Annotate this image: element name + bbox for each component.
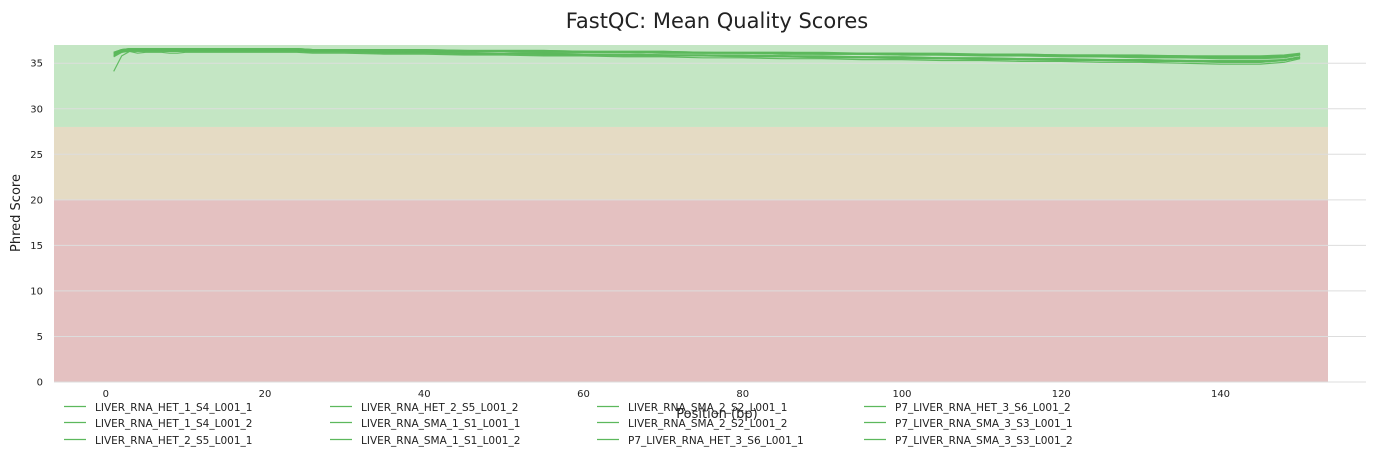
legend-item[interactable]: P7_LIVER_RNA_SMA_3_S3_L001_2 [864,435,1073,447]
quality-band-1 [54,126,1328,200]
legend-label: LIVER_RNA_SMA_1_S1_L001_2 [361,435,520,447]
y-tick-label: 20 [30,195,43,206]
legend-label: LIVER_RNA_SMA_2_S2_L001_2 [628,418,787,430]
legend-item[interactable]: LIVER_RNA_HET_2_S5_L001_1 [64,435,252,447]
legend-label: LIVER_RNA_SMA_1_S1_L001_1 [361,418,520,430]
legend-label: P7_LIVER_RNA_SMA_3_S3_L001_1 [895,418,1073,430]
x-tick-label: 100 [892,389,911,400]
y-axis-ticks: 0 5 10 15 20 25 30 35 [30,59,43,389]
chart-title: FastQC: Mean Quality Scores [566,9,869,33]
legend-item[interactable]: LIVER_RNA_SMA_1_S1_L001_1 [330,418,520,430]
legend-item[interactable]: LIVER_RNA_HET_1_S4_L001_2 [64,418,252,430]
legend-item[interactable]: LIVER_RNA_SMA_2_S2_L001_1 [597,402,787,414]
quality-bands [54,45,1328,382]
legend-label: LIVER_RNA_HET_2_S5_L001_2 [361,402,518,414]
series-line [113,48,1301,58]
y-tick-label: 15 [30,241,43,252]
series-line [113,49,1301,62]
legend-item[interactable]: LIVER_RNA_HET_1_S4_L001_1 [64,402,252,414]
legend-item[interactable]: LIVER_RNA_SMA_2_S2_L001_2 [597,418,787,430]
series-lines [113,48,1301,72]
grid-lines [54,62,1366,383]
x-tick-label: 40 [418,389,431,400]
x-tick-label: 140 [1211,389,1230,400]
x-axis-label: Position (bp) [676,407,757,422]
y-tick-label: 25 [30,150,43,161]
y-tick-label: 0 [37,378,43,389]
y-tick-label: 10 [30,286,43,297]
legend-item[interactable]: P7_LIVER_RNA_HET_3_S6_L001_2 [864,402,1071,414]
quality-band-2 [54,45,1328,127]
x-tick-label: 120 [1052,389,1071,400]
series-line [113,50,1301,63]
legend-item[interactable]: P7_LIVER_RNA_HET_3_S6_L001_1 [597,435,804,447]
series-line [113,50,1301,72]
x-tick-label: 60 [577,389,590,400]
y-tick-label: 35 [30,59,43,70]
x-tick-label: 20 [259,389,272,400]
legend-item[interactable]: P7_LIVER_RNA_SMA_3_S3_L001_1 [864,418,1073,430]
legend-label: P7_LIVER_RNA_SMA_3_S3_L001_2 [895,435,1073,447]
series-line [113,49,1301,59]
legend-label: LIVER_RNA_HET_2_S5_L001_1 [95,435,252,447]
x-axis-ticks: 0 20 40 60 80 100 120 140 [103,389,1230,400]
y-tick-label: 5 [37,332,43,343]
y-tick-label: 30 [30,104,43,115]
legend-item[interactable]: LIVER_RNA_HET_2_S5_L001_2 [330,402,518,414]
legend-label: P7_LIVER_RNA_HET_3_S6_L001_1 [628,435,804,447]
legend-label: P7_LIVER_RNA_HET_3_S6_L001_2 [895,402,1071,414]
legend-label: LIVER_RNA_HET_1_S4_L001_2 [95,418,252,430]
x-tick-label: 80 [736,389,749,400]
x-tick-label: 0 [103,389,109,400]
legend-item[interactable]: LIVER_RNA_SMA_1_S1_L001_2 [330,435,520,447]
y-axis-label: Phred Score [9,174,24,252]
legend-label: LIVER_RNA_SMA_2_S2_L001_1 [628,402,787,414]
legend: LIVER_RNA_HET_1_S4_L001_1 LIVER_RNA_HET_1… [64,402,1073,447]
legend-label: LIVER_RNA_HET_1_S4_L001_1 [95,402,252,414]
